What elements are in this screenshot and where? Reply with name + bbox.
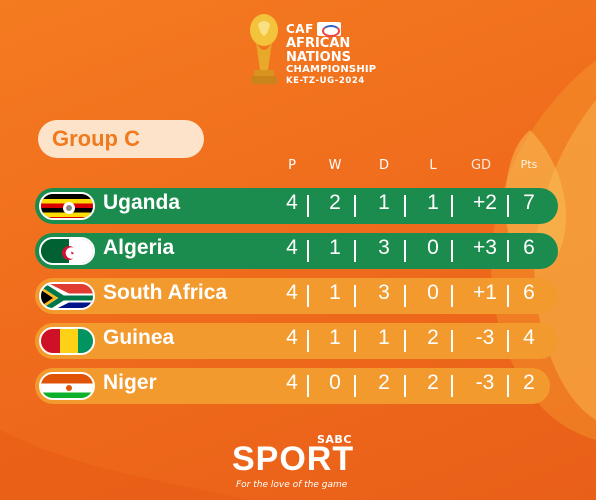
stat-points: 6 — [523, 236, 535, 259]
column-header-goal-difference: GD — [470, 158, 492, 173]
stat-played: 4 — [286, 236, 298, 259]
competition-line-1: AFRICAN — [286, 36, 351, 51]
stat-played: 4 — [286, 326, 298, 349]
divider — [404, 285, 406, 307]
team-name: Niger — [103, 371, 157, 394]
column-header-won: W — [328, 158, 342, 173]
stat-won: 0 — [329, 371, 341, 394]
stat-goal-difference: -3 — [475, 326, 495, 349]
stat-goal-difference: +1 — [473, 281, 497, 304]
standings-row-niger: Niger 4 0 2 2 -3 2 — [35, 368, 550, 404]
stat-goal-difference: -3 — [475, 371, 495, 394]
team-name: Guinea — [103, 326, 175, 349]
divider — [307, 240, 309, 262]
championship-logo: CAF AFRICAN NATIONS CHAMPIONSHIP KE-TZ-U… — [244, 10, 377, 90]
divider — [354, 240, 356, 262]
stat-points: 2 — [523, 371, 535, 394]
divider — [507, 285, 509, 307]
stat-drawn: 2 — [378, 371, 390, 394]
stat-drawn: 3 — [378, 236, 390, 259]
column-header-drawn: D — [378, 158, 389, 173]
divider — [451, 240, 453, 262]
standings-row-uganda: Uganda 4 2 1 1 +2 7 — [35, 188, 558, 224]
stat-lost: 2 — [427, 326, 439, 349]
stat-drawn: 3 — [378, 281, 390, 304]
trophy-icon — [250, 14, 278, 84]
competition-line-3: CHAMPIONSHIP — [286, 64, 377, 75]
column-header-played: P — [288, 158, 296, 173]
stat-played: 4 — [286, 191, 298, 214]
stat-drawn: 1 — [378, 191, 390, 214]
uganda-flag-icon — [39, 192, 95, 220]
guinea-flag-icon — [39, 327, 95, 355]
stat-goal-difference: +2 — [473, 191, 497, 214]
caf-text: CAF — [286, 22, 314, 36]
stat-lost: 2 — [427, 371, 439, 394]
standings-row-south-africa: South Africa 4 1 3 0 +1 6 — [35, 278, 558, 314]
stat-points: 7 — [523, 191, 535, 214]
divider — [354, 375, 356, 397]
divider — [354, 285, 356, 307]
stat-points: 4 — [523, 326, 535, 349]
caf-badge-icon — [317, 22, 341, 37]
stat-goal-difference: +3 — [473, 236, 497, 259]
stat-won: 1 — [329, 236, 341, 259]
group-title: Group C — [38, 120, 204, 158]
competition-line-2: NATIONS — [286, 50, 351, 65]
tagline: For the love of the game — [236, 480, 348, 490]
stat-drawn: 1 — [378, 326, 390, 349]
divider — [507, 195, 509, 217]
team-name: South Africa — [103, 281, 228, 304]
divider — [451, 285, 453, 307]
divider — [451, 195, 453, 217]
standings-row-algeria: Algeria 4 1 3 0 +3 6 — [35, 233, 558, 269]
divider — [404, 240, 406, 262]
divider — [404, 375, 406, 397]
stat-played: 4 — [286, 371, 298, 394]
divider — [354, 195, 356, 217]
divider — [404, 195, 406, 217]
divider — [307, 375, 309, 397]
divider — [507, 375, 509, 397]
divider — [451, 375, 453, 397]
column-header-points: Pts — [520, 158, 538, 171]
stat-won: 1 — [329, 281, 341, 304]
divider — [507, 240, 509, 262]
standings-row-guinea: Guinea 4 1 1 2 -3 4 — [35, 323, 558, 359]
divider — [307, 195, 309, 217]
competition-hosts: KE-TZ-UG-2024 — [286, 76, 365, 86]
divider — [404, 330, 406, 352]
divider — [354, 330, 356, 352]
stat-points: 6 — [523, 281, 535, 304]
divider — [451, 330, 453, 352]
south-africa-flag-icon — [39, 282, 95, 310]
stat-lost: 0 — [427, 236, 439, 259]
stat-won: 2 — [329, 191, 341, 214]
sabc-label: SABC — [317, 433, 352, 446]
team-name: Algeria — [103, 236, 175, 259]
team-name: Uganda — [103, 191, 181, 214]
sport-logo: SPORT — [232, 440, 355, 478]
stat-won: 1 — [329, 326, 341, 349]
divider — [307, 330, 309, 352]
stat-played: 4 — [286, 281, 298, 304]
algeria-flag-icon — [39, 237, 95, 265]
stat-lost: 0 — [427, 281, 439, 304]
divider — [507, 330, 509, 352]
niger-flag-icon — [39, 372, 95, 400]
divider — [307, 285, 309, 307]
column-header-lost: L — [429, 158, 437, 173]
stat-lost: 1 — [427, 191, 439, 214]
